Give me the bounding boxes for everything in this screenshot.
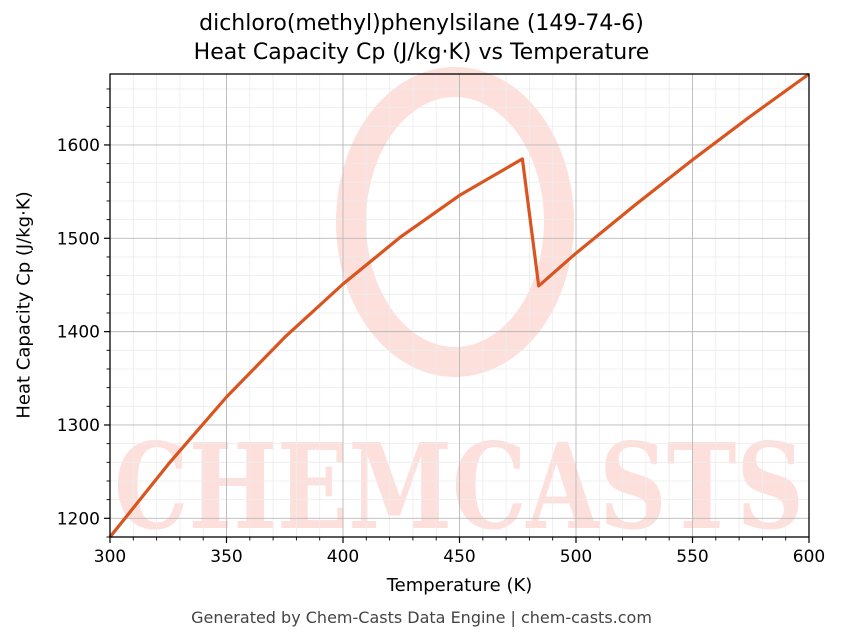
x-tick-label: 500 bbox=[560, 547, 592, 567]
x-tick-label: 350 bbox=[210, 547, 242, 567]
y-tick-label: 1300 bbox=[57, 416, 100, 436]
axis-ticks bbox=[104, 88, 810, 543]
y-axis-label: Heat Capacity Cp (J/kg·K) bbox=[13, 191, 35, 419]
footer-credit: Generated by Chem-Casts Data Engine | ch… bbox=[191, 608, 652, 627]
watermark-text: CHEMCASTS bbox=[114, 417, 804, 556]
x-tick-label: 400 bbox=[327, 547, 359, 567]
x-tick-label: 600 bbox=[793, 547, 825, 567]
y-tick-label: 1200 bbox=[57, 509, 100, 529]
x-axis-label: Temperature (K) bbox=[386, 575, 533, 596]
x-tick-label: 450 bbox=[443, 547, 475, 567]
chemcasts-watermark: CHEMCASTS bbox=[114, 67, 804, 556]
chart-title-line-1: dichloro(methyl)phenylsilane (149-74-6) bbox=[199, 11, 644, 36]
x-tick-label: 550 bbox=[676, 547, 708, 567]
series-group bbox=[108, 72, 810, 539]
axis-tick-labels: 300 350 400 450 500 550 600 1200 1300 1400 1500 160… bbox=[57, 136, 825, 567]
y-tick-label: 1400 bbox=[57, 323, 100, 343]
chart-title-line-2: Heat Capacity Cp (J/kg·K) vs Temperature bbox=[193, 40, 650, 65]
watermark-swirl bbox=[336, 67, 574, 377]
series-line-0 bbox=[108, 72, 810, 539]
x-tick-label: 300 bbox=[94, 547, 126, 567]
y-tick-label: 1500 bbox=[57, 229, 100, 249]
y-tick-label: 1600 bbox=[57, 136, 100, 156]
